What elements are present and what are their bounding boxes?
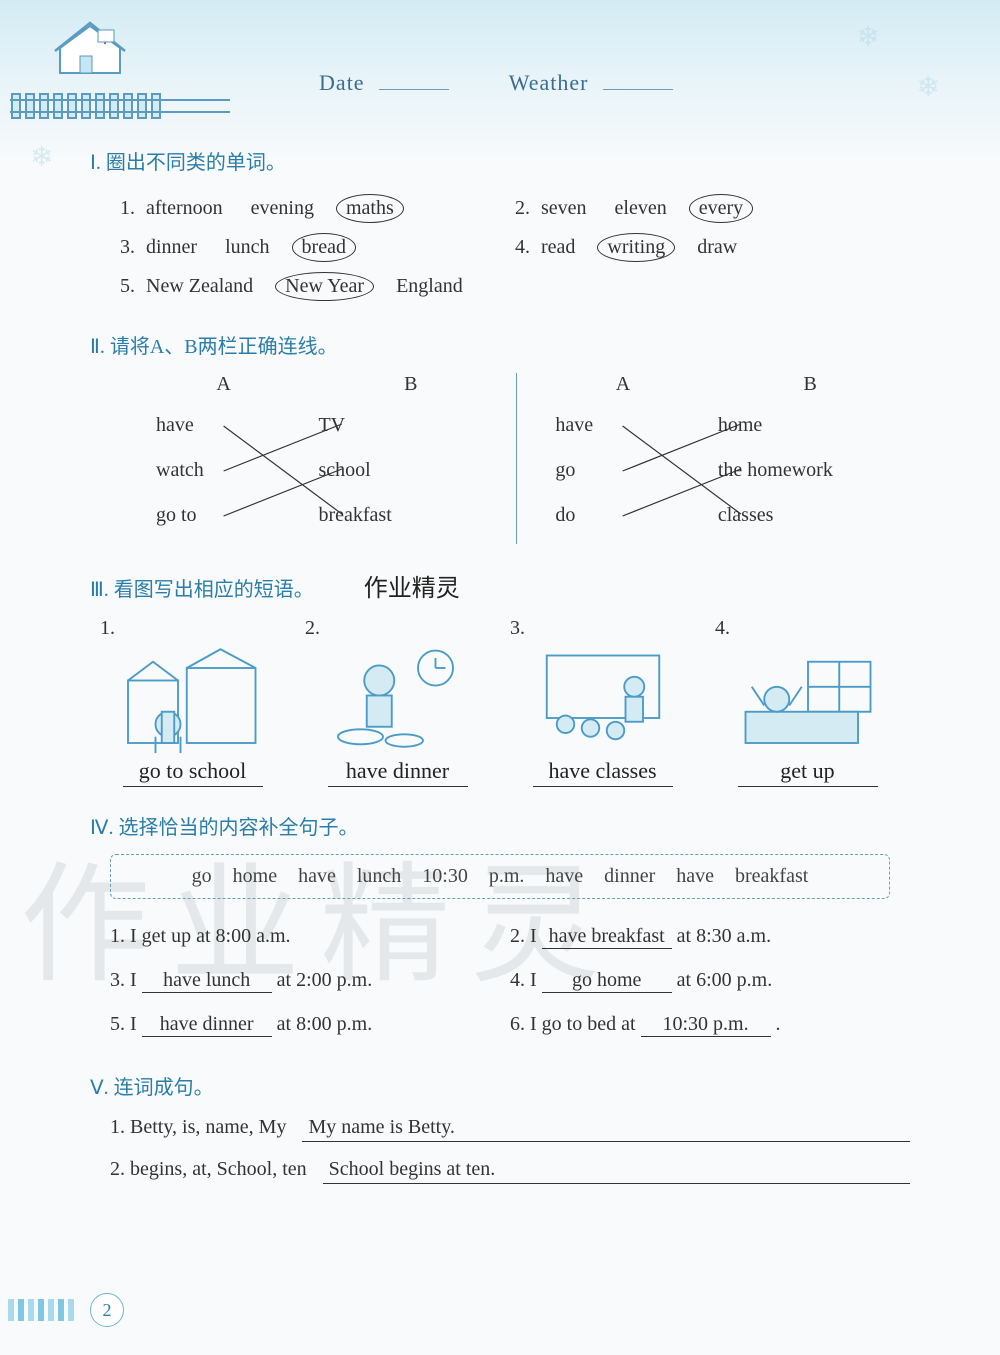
section3-title: Ⅲ. 看图写出相应的短语。 作业精灵 [90, 568, 910, 603]
q3-answer: get up [738, 758, 878, 787]
q5-item-1: 1. Betty, is, name, My My name is Betty. [110, 1116, 910, 1142]
q1-item-4: 4. read writing draw [515, 236, 910, 259]
q3-answer: have classes [533, 758, 673, 787]
page-edge-bars [8, 1299, 74, 1321]
circled-answer: New Year [281, 275, 368, 298]
q4-item-4: 4. I go home at 6:00 p.m. [510, 969, 910, 993]
q5-answer: School begins at ten. [323, 1158, 910, 1184]
q4-item-2: 2. I have breakfast at 8:30 a.m. [510, 925, 910, 949]
date-label: Date [319, 70, 365, 95]
circled-answer: writing [603, 236, 669, 259]
section1-title: Ⅰ. 圈出不同类的单词。 [90, 146, 910, 175]
circled-answer: bread [298, 236, 350, 259]
q4-answer: have breakfast [542, 925, 672, 949]
q1-item-3: 3. dinner lunch bread [120, 236, 515, 259]
date-blank[interactable] [379, 89, 449, 90]
date-weather-line: Date Weather [90, 70, 910, 96]
section4-title: Ⅳ. 选择恰当的内容补全句子。 [90, 811, 910, 840]
weather-label: Weather [509, 70, 589, 95]
divider [516, 373, 517, 544]
q3-item-3: 3. have classes [500, 617, 705, 787]
circled-answer: maths [342, 197, 398, 220]
q4-item-1: 1. I get up at 8:00 a.m. [110, 925, 510, 949]
q4-item-3: 3. I have lunch at 2:00 p.m. [110, 969, 510, 993]
page-number: 2 [90, 1293, 124, 1327]
q4-answer: 10:30 p.m. [641, 1013, 771, 1037]
q3-item-1: 1. go to school [90, 617, 295, 787]
q4-answer: have lunch [142, 969, 272, 993]
q4-item-5: 5. I have dinner at 8:00 p.m. [110, 1013, 510, 1037]
q5-item-2: 2. begins, at, School, ten School begins… [110, 1158, 910, 1184]
q3-item-4: 4. get up [705, 617, 910, 787]
class-icon [528, 644, 678, 754]
circled-answer: every [695, 197, 747, 220]
q3-answer: have dinner [328, 758, 468, 787]
word-bank: go home have lunch 10:30 p.m. have dinne… [110, 854, 890, 899]
q3-answer: go to school [123, 758, 263, 787]
getup-icon [733, 644, 883, 754]
weather-blank[interactable] [603, 89, 673, 90]
col-b-header: B [317, 373, 504, 396]
q1-item-2: 2. seven eleven every [515, 197, 910, 220]
match-left: A B haveTV watchschool go tobreakfast [130, 373, 504, 544]
section1-body: 1. afternoon evening maths 2. seven elev… [120, 189, 910, 306]
section2-title: Ⅱ. 请将A、B两栏正确连线。 [90, 330, 910, 359]
school-icon [118, 644, 268, 754]
section3-body: 1. go to school 2. have dinner 3. have c… [90, 617, 910, 787]
col-a-header: A [130, 373, 317, 396]
section5-body: 1. Betty, is, name, My My name is Betty.… [110, 1116, 910, 1184]
section5-title: Ⅴ. 连词成句。 [90, 1071, 910, 1100]
q3-item-2: 2. have dinner [295, 617, 500, 787]
q1-item-5: 5. New Zealand New Year England [120, 275, 910, 298]
col-a-header: A [529, 373, 716, 396]
q4-answer: have dinner [142, 1013, 272, 1037]
q4-answer: go home [542, 969, 672, 993]
section2-body: A B haveTV watchschool go tobreakfast A … [130, 373, 910, 544]
q4-item-6: 6. I go to bed at 10:30 p.m. . [510, 1013, 910, 1037]
watermark-small: 作业精灵 [364, 576, 460, 602]
match-right: A B havehome gothe homework doclasses [529, 373, 903, 544]
q1-item-1: 1. afternoon evening maths [120, 197, 515, 220]
q5-answer: My name is Betty. [302, 1116, 910, 1142]
col-b-header: B [717, 373, 904, 396]
dinner-icon [323, 644, 473, 754]
section4-body: 1. I get up at 8:00 a.m. 2. I have break… [110, 915, 910, 1047]
